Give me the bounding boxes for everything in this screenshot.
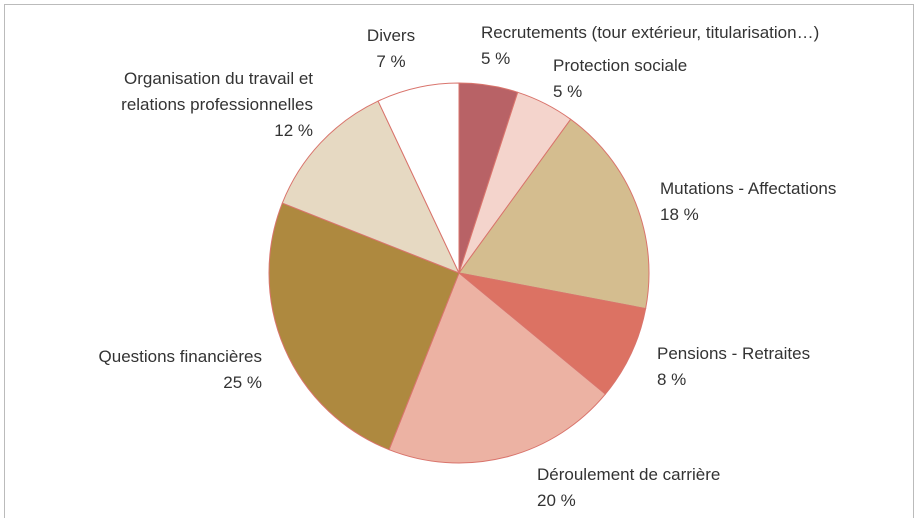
category-label: Organisation du travail et relations pro… — [121, 69, 313, 114]
pie-slice — [268, 202, 460, 451]
value-label: 25 % — [223, 373, 262, 392]
value-label: 12 % — [274, 121, 313, 140]
value-label: 5 % — [481, 49, 511, 68]
value-label: 7 % — [376, 52, 406, 71]
slice-label: Questions financières 25 % — [99, 344, 262, 396]
category-label: Pensions - Retraites — [657, 344, 811, 363]
slice-label: Pensions - Retraites 8 % — [657, 341, 810, 393]
pie-slice — [458, 272, 647, 395]
value-label: 20 % — [537, 491, 576, 510]
pie-slice — [388, 272, 607, 464]
category-label: Déroulement de carrière — [537, 465, 721, 484]
pie-slice — [458, 118, 650, 310]
pie-slice — [281, 100, 460, 274]
slice-label: Déroulement de carrière 20 % — [537, 462, 720, 514]
slice-label: Mutations - Affectations 18 % — [660, 176, 836, 228]
category-label: Mutations - Affectations — [660, 179, 837, 198]
value-label: 5 % — [553, 82, 583, 101]
category-label: Recrutements (tour extérieur, titularisa… — [481, 23, 820, 42]
slice-label: Recrutements (tour extérieur, titularisa… — [481, 20, 819, 72]
chart-frame — [4, 4, 914, 518]
slice-label: Protection sociale 5 % — [553, 53, 687, 105]
category-label: Protection sociale — [553, 56, 688, 75]
value-label: 18 % — [660, 205, 699, 224]
category-label: Questions financières — [98, 347, 262, 366]
value-label: 8 % — [657, 370, 687, 389]
category-label: Divers — [366, 26, 416, 45]
pie-slice — [377, 82, 460, 274]
slice-label: Organisation du travail et relations pro… — [63, 66, 313, 144]
slice-label: Divers 7 % — [367, 23, 415, 75]
